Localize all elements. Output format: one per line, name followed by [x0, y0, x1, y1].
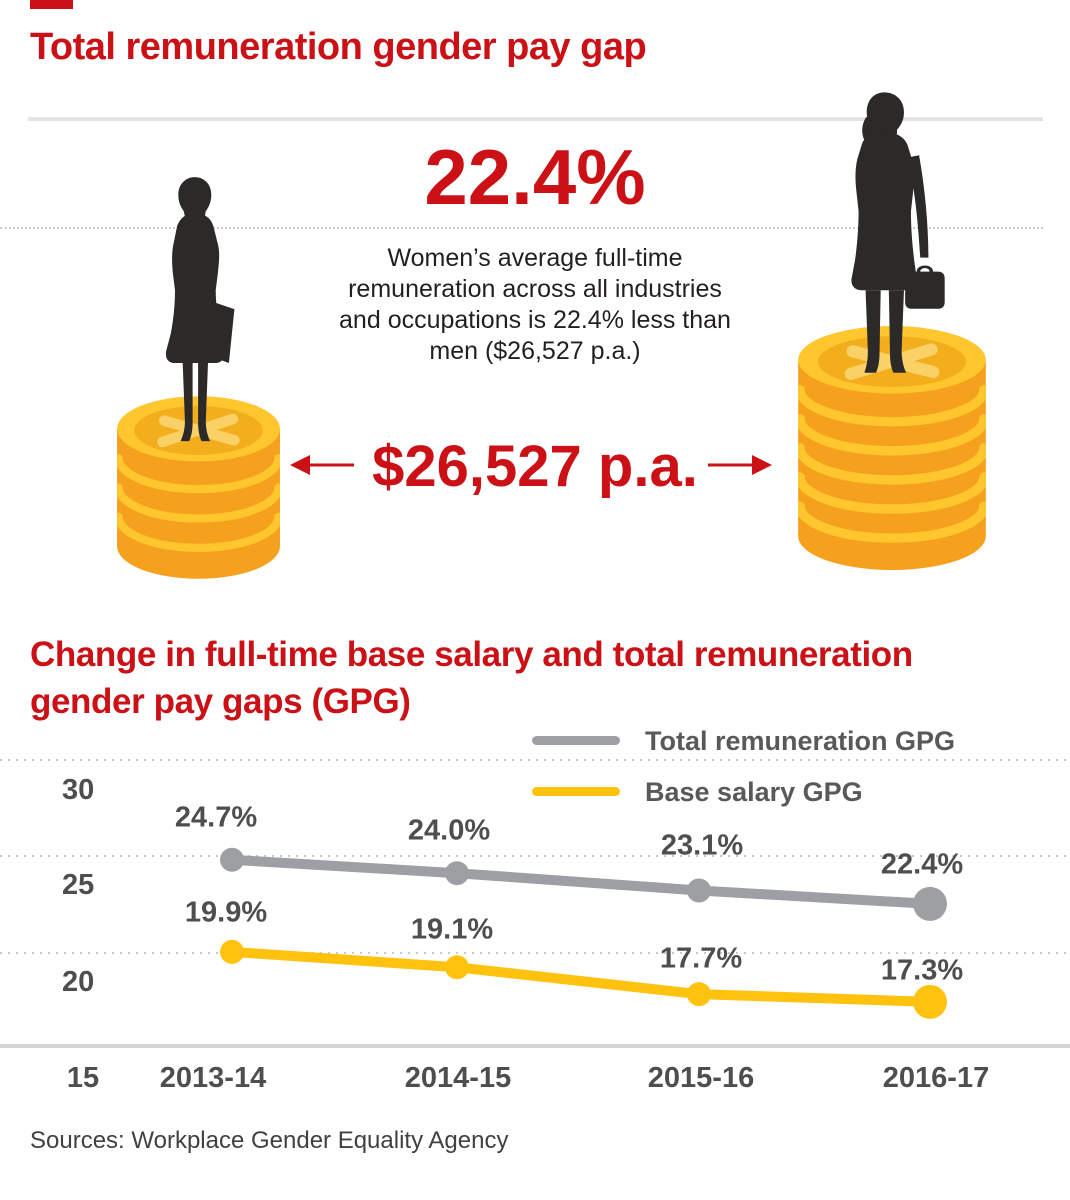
xtick-2016-17: 2016-17: [882, 1062, 990, 1094]
data-point-label: 17.7%: [659, 942, 743, 975]
section-title-line: gender pay gaps (GPG): [30, 682, 411, 721]
legend-label-base-salary: Base salary GPG: [645, 777, 863, 807]
data-point: [220, 939, 244, 964]
hero-description: Women’s average full-time remuneration a…: [285, 243, 785, 367]
hero-description-line: and occupations is 22.4% less than: [339, 306, 731, 334]
data-point-label: 24.0%: [407, 814, 491, 847]
legend-swatch-base-salary: [532, 787, 620, 796]
dotted-guideline: [0, 227, 1043, 229]
hero-description-line: men ($26,527 p.a.): [429, 337, 641, 365]
ytick-20: 20: [62, 966, 95, 998]
data-point-label: 17.3%: [880, 954, 964, 987]
data-point: [913, 984, 947, 1019]
xtick-2015-16: 2015-16: [647, 1062, 755, 1094]
series-line-base-salary: [227, 946, 935, 1007]
sources-text: Sources: Workplace Gender Equality Agenc…: [30, 1127, 509, 1154]
data-point: [687, 878, 711, 903]
top-red-accent-bar: [30, 0, 73, 9]
man-silhouette: [851, 92, 945, 373]
data-point-label: 19.1%: [410, 913, 494, 946]
data-point-label: 19.9%: [184, 896, 268, 929]
hero-description-line: remuneration across all industries: [348, 275, 722, 303]
ytick-15: 15: [66, 1062, 100, 1094]
chart-canvas: [0, 759, 1070, 1048]
data-point-label: 24.7%: [174, 801, 258, 834]
section-title-line: Change in full-time base salary and tota…: [30, 635, 913, 674]
ytick-25: 25: [62, 869, 95, 901]
data-point-label: 22.4%: [880, 848, 964, 881]
title-divider: [28, 117, 1043, 121]
data-point: [445, 955, 469, 980]
section-title: Change in full-time base salary and tota…: [30, 631, 1010, 725]
data-point: [445, 861, 469, 886]
legend-label-total-remuneration: Total remuneration GPG: [645, 726, 956, 756]
ytick-30: 30: [62, 774, 95, 806]
woman-coin-stack: [117, 396, 280, 579]
series-line-total-remuneration: [227, 854, 935, 909]
page-title: Total remuneration gender pay gap: [30, 26, 647, 68]
hero-stat: 22.4%: [424, 133, 646, 221]
legend-swatch-total-remuneration: [532, 736, 620, 745]
gpg-line-chart: 24.7% 24.0% 23.1% 22.4% 19.9% 19.1% 17.7% 17.3%: [0, 745, 1070, 1055]
woman-silhouette: [165, 177, 235, 442]
data-point: [913, 886, 947, 921]
xtick-2014-15: 2014-15: [404, 1062, 512, 1094]
data-point: [687, 982, 711, 1007]
man-coin-stack: [798, 326, 986, 570]
data-point: [220, 847, 244, 872]
hero-description-line: Women’s average full-time: [387, 244, 683, 272]
hero-money: $26,527 p.a.: [372, 434, 698, 499]
data-point-label: 23.1%: [660, 829, 744, 862]
xtick-2013-14: 2013-14: [159, 1062, 267, 1094]
